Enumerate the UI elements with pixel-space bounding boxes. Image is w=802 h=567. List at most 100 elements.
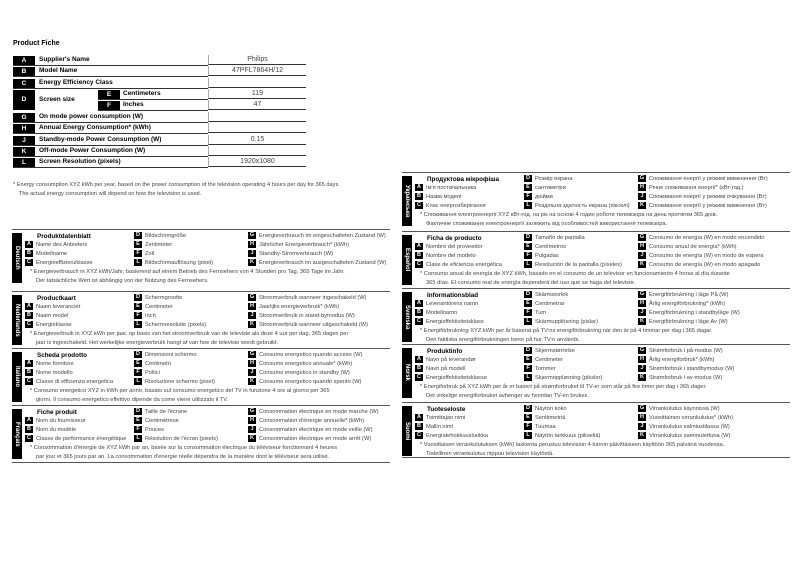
letter-badge: G xyxy=(248,351,256,358)
letter-badge: E xyxy=(98,89,120,99)
item-e: Centimètrese xyxy=(145,418,179,424)
item-d: Schermgrootte xyxy=(145,295,183,301)
letter-badge: F xyxy=(524,365,532,372)
language-block: Italiano Scheda prodotto D Dimensioni scher… xyxy=(12,348,390,406)
item-h: Jährlicher Energieverbrauch* (kWh) xyxy=(259,242,350,248)
letter-badge: H xyxy=(638,184,646,191)
letter-badge: B xyxy=(415,365,423,372)
letter-badge: G xyxy=(638,175,646,182)
letter-badge: J xyxy=(638,252,646,259)
letter-badge: D xyxy=(524,234,532,241)
block-note: * Споживання електроенергії XYZ кВт-год.… xyxy=(420,212,718,218)
item-h: Consumo anual de energía* (kWh) xyxy=(649,244,737,250)
item-b: Mallin nimi xyxy=(426,424,453,430)
item-j: Strømforbruk i standbymodus (W) xyxy=(649,366,735,372)
fiche-value xyxy=(208,145,306,156)
letter-badge: B xyxy=(415,423,423,430)
item-a: Nome fornitore xyxy=(36,361,74,367)
letter-badge: E xyxy=(134,417,142,424)
item-f: Tuumaa xyxy=(535,424,556,430)
fiche-label: Inches xyxy=(123,100,144,108)
item-e: Centimetri xyxy=(145,361,171,367)
letter-badge: E xyxy=(134,303,142,310)
fiche-label: On mode power consumption (W) xyxy=(39,112,143,120)
block-title: Tuoteseloste xyxy=(427,406,466,413)
fiche-note-2: The actual energy consumption will depen… xyxy=(19,191,202,197)
letter-badge: K xyxy=(248,259,256,266)
letter-badge: F xyxy=(524,309,532,316)
letter-badge: J xyxy=(248,426,256,433)
letter-badge: F xyxy=(134,426,142,433)
item-b: Navn på modell xyxy=(426,366,466,372)
item-j: Energiförbrukning i standbyläge (W) xyxy=(649,310,740,316)
block-title: Produktdatenblatt xyxy=(37,233,91,240)
item-a: Naam leverancier xyxy=(36,304,81,310)
item-b: Nom du modèle xyxy=(36,427,77,433)
letter-badge: G xyxy=(13,112,35,122)
block-title: Fiche produit xyxy=(37,409,77,416)
item-k: Consumo energetico quando spento (W) xyxy=(259,379,362,385)
letter-badge: D xyxy=(13,89,35,110)
letter-badge: L xyxy=(524,432,532,439)
item-a: Ім'я постачальника xyxy=(426,185,477,191)
item-c: Classe de performance énergétique xyxy=(36,436,127,442)
letter-badge: B xyxy=(415,252,423,259)
fiche-label: Energy Efficiency Class xyxy=(39,78,113,86)
language-block: Svenska Informationsblad D Skärmstorlek G Ene… xyxy=(402,288,790,346)
item-l: Risoluzione schermo (pixel) xyxy=(145,379,215,385)
letter-badge: L xyxy=(134,378,142,385)
letter-badge: A xyxy=(25,303,33,310)
fiche-label: Centimeters xyxy=(123,89,161,97)
item-d: Tamaño de pantalla xyxy=(535,235,585,241)
letter-badge: K xyxy=(248,321,256,328)
item-l: Роздільна здатність екрана (пікселі) xyxy=(535,203,630,209)
item-k: Energiförbrukning i läge Av (W) xyxy=(649,319,728,325)
item-k: Virrankulutus sammutettuna (W) xyxy=(649,433,731,439)
letter-badge: G xyxy=(638,291,646,298)
letter-badge: L xyxy=(524,261,532,268)
letter-badge: B xyxy=(25,426,33,433)
item-h: Årlig energiforbruk* (kWh) xyxy=(649,357,715,363)
item-a: Navn på leverandør xyxy=(426,357,476,363)
item-l: Näytön tarkkuus (pikseliä) xyxy=(535,433,601,439)
item-k: Stroomverbruik wanneer uitgeschakeld (W) xyxy=(259,322,369,328)
block-note: Todellinen virrankulutus riippuu televis… xyxy=(426,451,554,457)
fiche-value xyxy=(208,77,306,88)
language-tab: Deutsch xyxy=(12,233,22,283)
letter-badge: C xyxy=(25,435,33,442)
item-a: Nom du fournisseur xyxy=(36,418,86,424)
item-h: Årlig energiförbrukning* (kWh) xyxy=(649,301,726,307)
language-tab: Español xyxy=(402,235,412,285)
letter-badge: G xyxy=(248,294,256,301)
item-l: Résolution de l'écran (pixels) xyxy=(145,436,218,442)
letter-badge: C xyxy=(25,259,33,266)
fiche-value: Philips xyxy=(208,55,306,65)
letter-badge: B xyxy=(415,309,423,316)
item-e: Centimeter xyxy=(535,357,563,363)
letter-badge: G xyxy=(638,234,646,241)
letter-badge: A xyxy=(415,414,423,421)
letter-badge: F xyxy=(134,250,142,257)
letter-badge: K xyxy=(13,146,35,156)
letter-badge: C xyxy=(13,78,35,88)
letter-badge: C xyxy=(25,321,33,328)
letter-badge: C xyxy=(25,378,33,385)
language-block: Español Ficha de producto D Tamaño de panta… xyxy=(402,231,790,289)
fiche-label: Off-mode Power Consumption (W) xyxy=(39,146,146,154)
item-d: Skärmstorlek xyxy=(535,292,569,298)
fiche-value: 0.15 xyxy=(208,134,306,145)
language-tab: Norsk xyxy=(402,348,412,398)
letter-badge: J xyxy=(638,193,646,200)
letter-badge: E xyxy=(524,414,532,421)
letter-badge: C xyxy=(415,202,423,209)
letter-badge: D xyxy=(134,294,142,301)
item-g: Strømforbruk i på-modus (W) xyxy=(649,348,723,354)
letter-badge: G xyxy=(638,347,646,354)
page-title: Product Fiche xyxy=(13,40,60,47)
item-k: Energieverbrauch im ausgeschalteten Zust… xyxy=(259,260,387,266)
item-a: Toimittajan nimi xyxy=(426,415,466,421)
item-j: Споживання енергії у режимі очікування (… xyxy=(649,194,767,200)
letter-badge: F xyxy=(524,252,532,259)
fiche-label: Supplier's Name xyxy=(39,56,90,63)
letter-badge: H xyxy=(638,356,646,363)
